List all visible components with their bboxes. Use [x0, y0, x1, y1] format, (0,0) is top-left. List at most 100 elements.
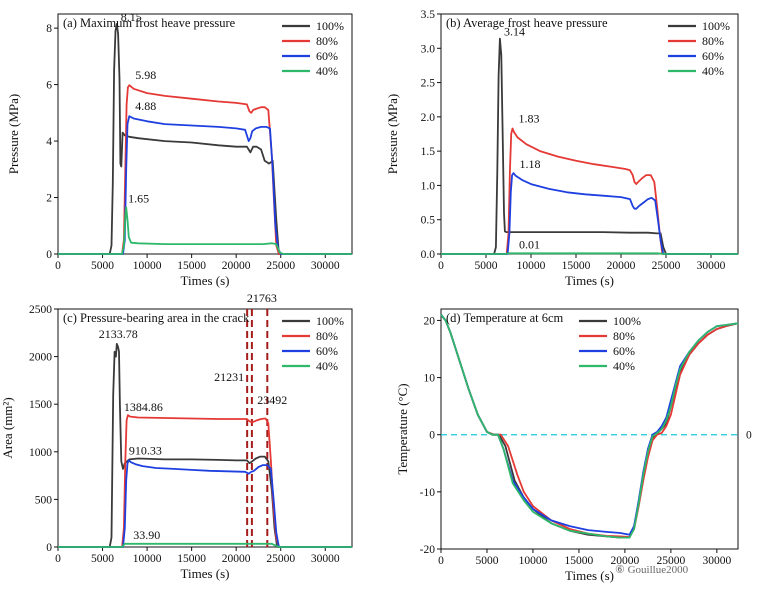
- x-axis-ticks: 0 5000 10000 15000 20000 25000 30000: [438, 254, 726, 272]
- y-tick-label: 10: [424, 373, 436, 385]
- y-tick-label: 2.0: [421, 112, 436, 124]
- x-tick-label: 25000: [657, 555, 686, 567]
- x-tick-label: 0: [55, 260, 61, 272]
- panel-title: (d) Temperature at 6cm: [446, 311, 564, 325]
- x-tick-label: 30000: [311, 553, 340, 565]
- x-tick-label: 5000: [91, 260, 114, 272]
- series-line-60pct: [58, 459, 352, 548]
- y-axis-title: Pressure (MPa): [6, 94, 21, 175]
- legend: 100%80%60%40%: [282, 19, 344, 78]
- x-axis-title: Times (s): [565, 568, 614, 583]
- x-tick-label: 10000: [517, 260, 546, 272]
- crack-time-label-23492: 23492: [257, 393, 287, 407]
- series-line-80pct: [58, 414, 352, 548]
- x-tick-label: 20000: [222, 260, 251, 272]
- y-axis-ticks: 0 2 4 6 8: [46, 23, 58, 261]
- x-tick-label: 25000: [266, 553, 295, 565]
- x-tick-label: 20000: [611, 555, 640, 567]
- x-tick-label: 0: [438, 260, 444, 272]
- peak-label: 1384.86: [124, 400, 163, 414]
- x-axis-title: Times (s): [180, 273, 229, 288]
- panel-d-temperature-at-6cm: 0 0 5000 10000 15000 20000 25000 30000 -20 -10 0 10…: [395, 308, 752, 583]
- legend-label: 40%: [613, 359, 635, 373]
- series-line-80pct: [58, 84, 352, 255]
- y-axis-ticks: 0.0 0.5 1.0 1.5 2.0 2.5 3.0 3.5: [421, 9, 441, 261]
- panel-title: (c) Pressure-bearing area in the crack: [63, 311, 250, 325]
- x-tick-label: 10000: [133, 260, 162, 272]
- peak-label: 3.14: [504, 25, 525, 39]
- panel-c-pressure-bearing-area: 0 5000 10000 15000 20000 25000 30000 0 500 1000 15…: [0, 291, 353, 581]
- crack-time-label-21763: 21763: [247, 291, 277, 305]
- plot-frame: [440, 13, 739, 255]
- series-line-40pct: [441, 252, 738, 255]
- panel-title: (b) Average frost heave pressure: [446, 16, 608, 30]
- legend-label: 80%: [316, 329, 338, 343]
- y-tick-label: 1.5: [421, 146, 436, 158]
- x-axis-ticks: 0 5000 10000 15000 20000 25000 30000: [55, 547, 340, 565]
- y-tick-label: 2: [46, 193, 52, 205]
- panel-a-max-frost-heave-pressure: 0 5000 10000 15000 20000 25000 30000 0 2 4 6 8 Times…: [6, 10, 353, 288]
- legend-label: 80%: [613, 329, 635, 343]
- peak-label: 4.88: [135, 99, 156, 113]
- x-axis-ticks: 0 5000 10000 15000 20000 25000 30000: [55, 254, 340, 272]
- legend-label: 60%: [316, 344, 338, 358]
- series-line-80pct: [441, 127, 738, 255]
- legend-label: 40%: [316, 64, 338, 78]
- x-tick-label: 20000: [607, 260, 636, 272]
- y-axis-ticks: -20 -10 0 10 20: [420, 315, 441, 556]
- x-tick-label: 30000: [702, 555, 731, 567]
- y-tick-label: 0.5: [421, 215, 436, 227]
- x-tick-label: 20000: [222, 553, 251, 565]
- legend-label: 100%: [316, 19, 344, 33]
- peak-label: 2133.78: [99, 327, 138, 341]
- legend-label: 100%: [316, 314, 344, 328]
- panel-title: (a) Maximum frost heave pressure: [63, 16, 236, 30]
- series-line-40pct: [58, 542, 352, 548]
- watermark-text: ⑥ Gouillue2000: [615, 564, 689, 576]
- x-tick-label: 0: [438, 555, 444, 567]
- y-axis-title: Temperature (°C): [395, 383, 410, 474]
- y-tick-label: 0: [46, 542, 52, 554]
- series-line-40pct: [58, 206, 352, 255]
- peak-label: 33.90: [133, 528, 160, 542]
- y-axis-ticks: 0 500 1000 1500 2000 2500: [29, 304, 58, 554]
- series-line-100pct: [58, 342, 352, 548]
- legend-label: 60%: [702, 49, 724, 63]
- legend-label: 60%: [316, 49, 338, 63]
- y-tick-label: 3.5: [421, 9, 436, 21]
- x-tick-label: 5000: [91, 553, 114, 565]
- series-line-100pct: [58, 22, 352, 255]
- y-tick-label: 2.5: [421, 78, 436, 90]
- legend-label: 100%: [702, 19, 730, 33]
- peak-label: 5.98: [135, 68, 156, 82]
- panel-b-average-frost-heave-pressure: 0 5000 10000 15000 20000 25000 30000 0.0 0.5 1.0 1…: [385, 9, 739, 288]
- x-tick-label: 25000: [652, 260, 681, 272]
- legend-label: 80%: [702, 34, 724, 48]
- x-tick-label: 10000: [519, 555, 548, 567]
- x-tick-label: 15000: [177, 553, 206, 565]
- y-tick-label: 6: [46, 80, 52, 92]
- plot-frame: [57, 13, 353, 255]
- x-tick-label: 15000: [177, 260, 206, 272]
- y-tick-label: 1000: [29, 447, 52, 459]
- y-tick-label: 1.0: [421, 180, 436, 192]
- x-axis-title: Times (s): [180, 566, 229, 581]
- peak-label: 910.33: [129, 443, 162, 457]
- y-tick-label: 1500: [29, 399, 52, 411]
- y-tick-label: -20: [420, 544, 436, 556]
- crack-time-label-21231: 21231: [214, 370, 244, 384]
- y-tick-label: 2000: [29, 352, 52, 364]
- y-tick-label: 3.0: [421, 43, 436, 55]
- legend: 100%80%60%40%: [282, 314, 344, 373]
- legend-label: 80%: [316, 34, 338, 48]
- peak-label: 1.83: [519, 112, 540, 126]
- series-line-40pct: [440, 314, 739, 539]
- plot-frame: [440, 308, 739, 550]
- series-line-60pct: [441, 172, 738, 255]
- x-tick-label: 0: [55, 553, 61, 565]
- x-tick-label: 30000: [697, 260, 726, 272]
- y-tick-label: 2500: [29, 304, 52, 316]
- y-axis-title: Area (mm²): [0, 397, 15, 458]
- x-axis-ticks: 0 5000 10000 15000 20000 25000 30000: [438, 549, 731, 567]
